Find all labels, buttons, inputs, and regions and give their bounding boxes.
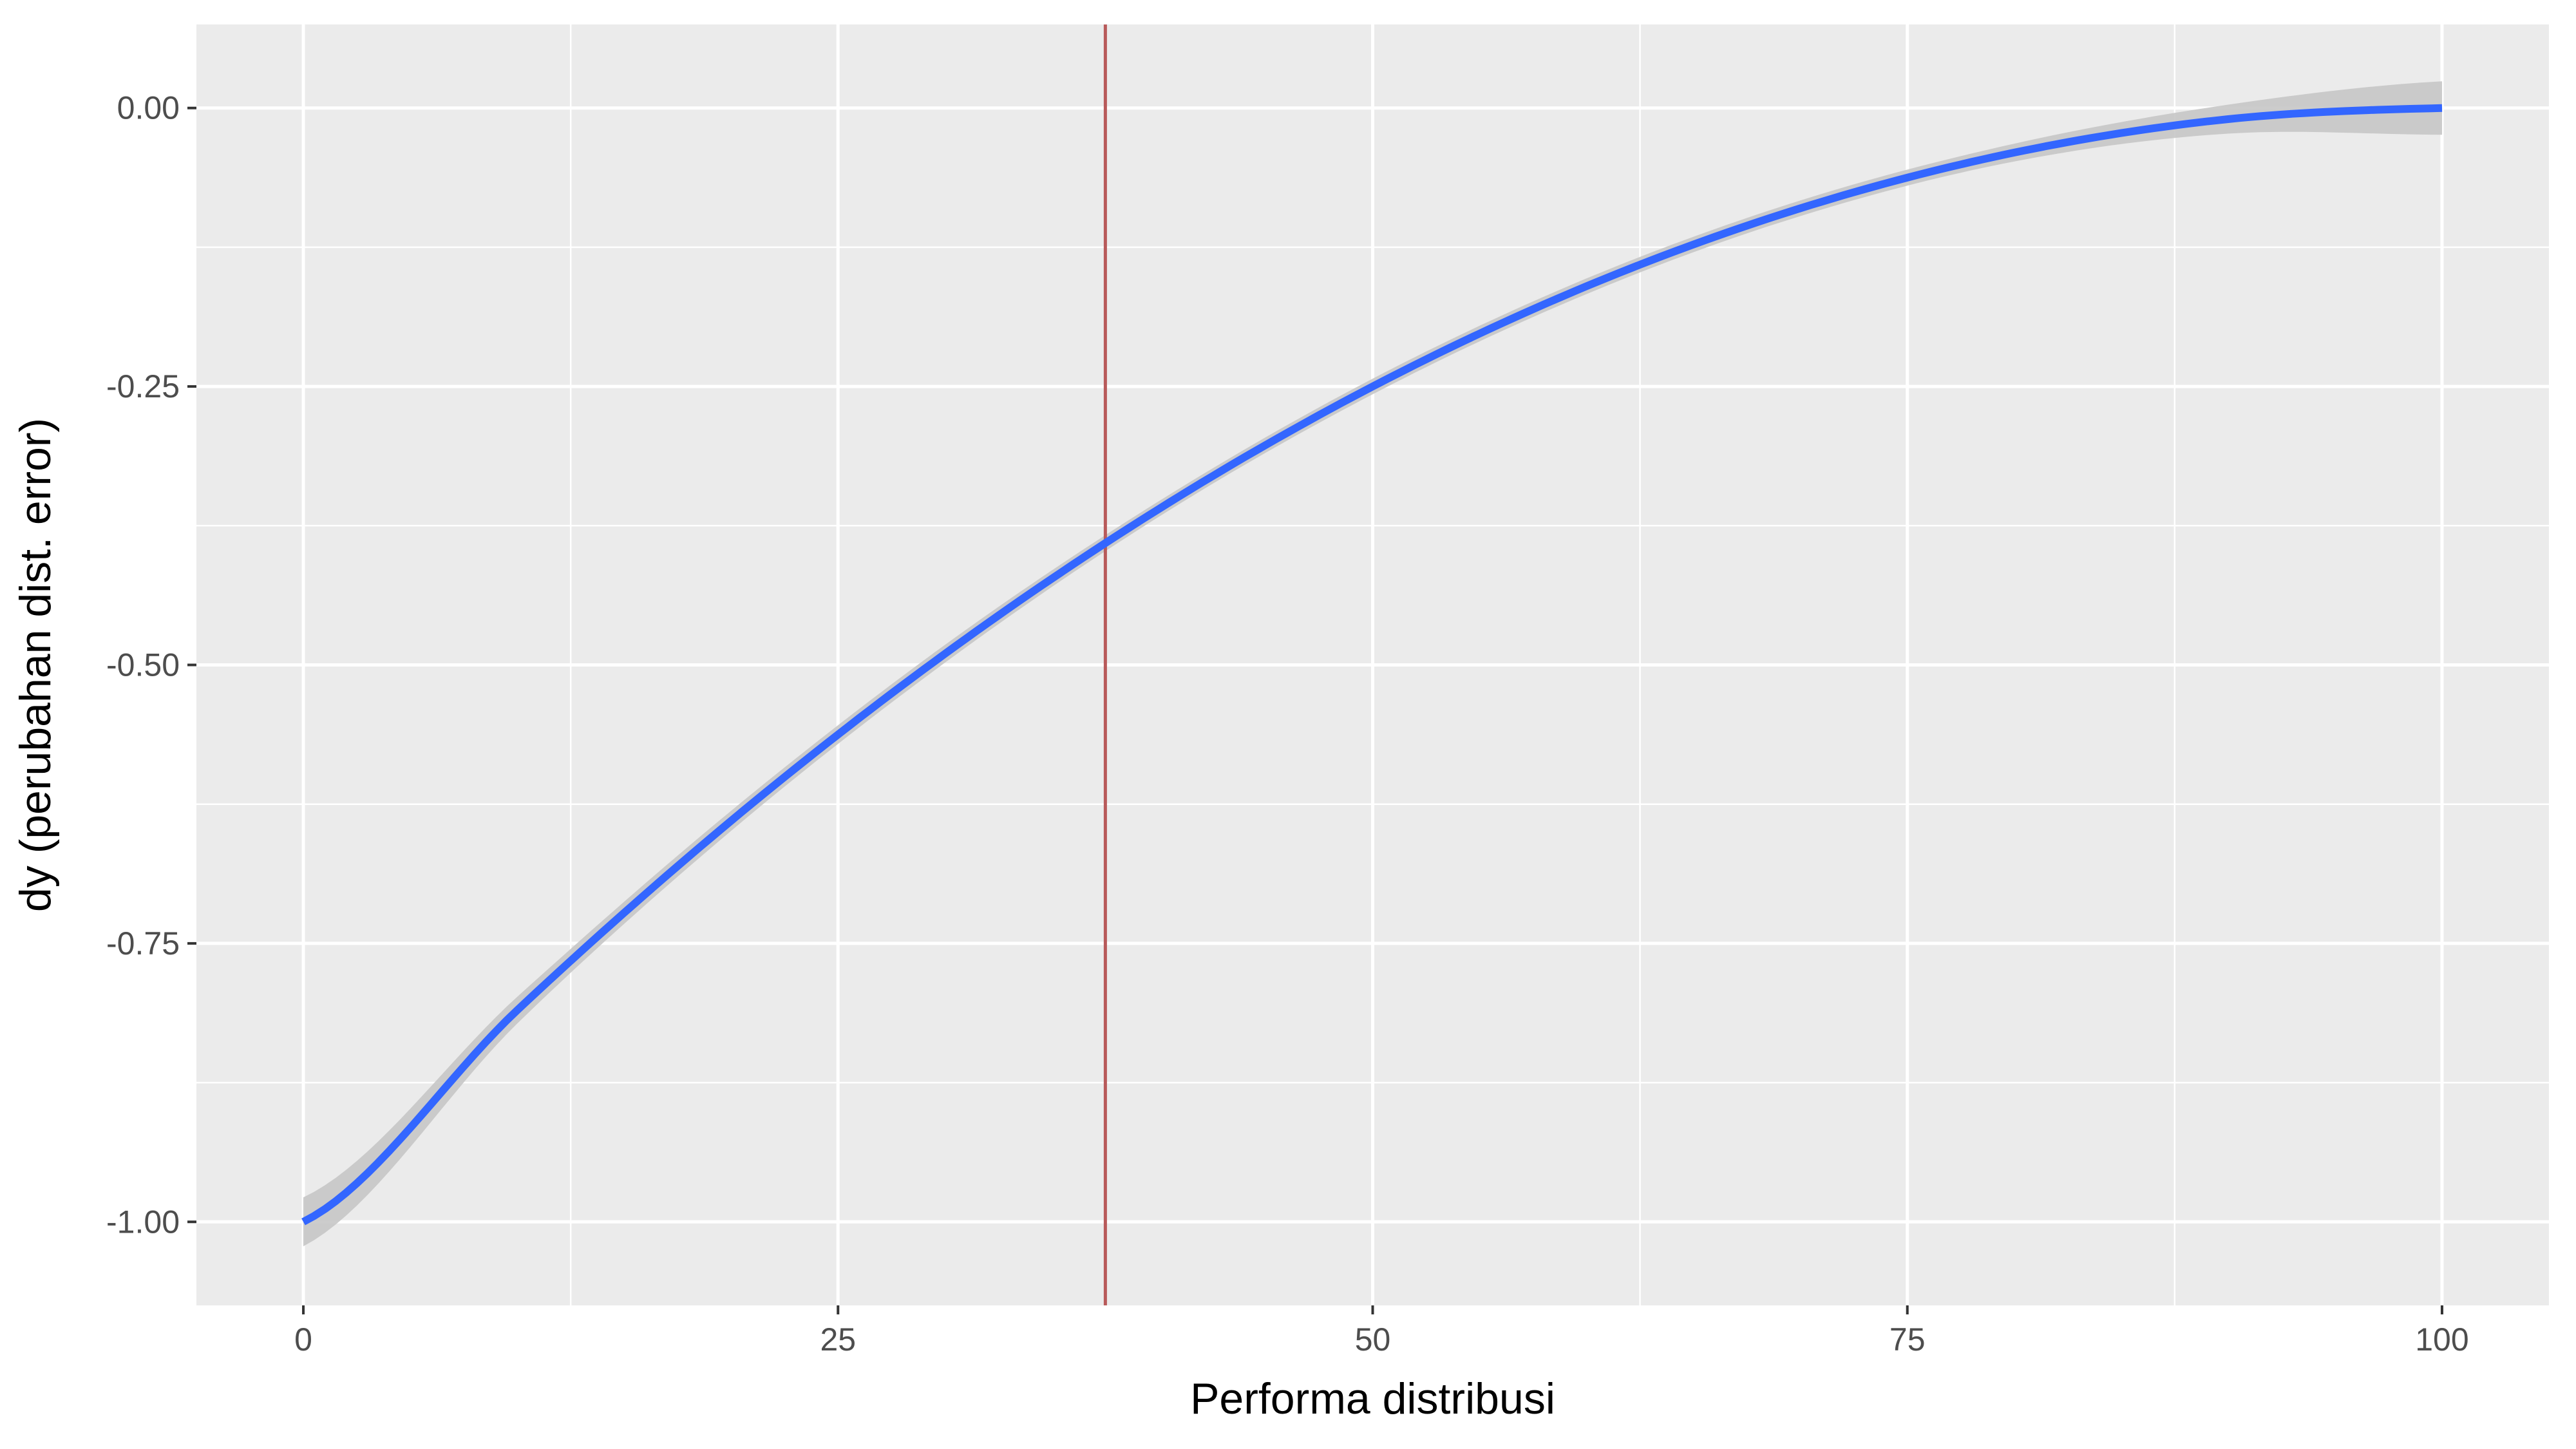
series-line <box>301 104 2443 1226</box>
x-axis-ticks: 0 25 50 75 100 <box>294 1305 2469 1358</box>
y-axis-ticks: 0.00 -0.25 -0.50 -0.75 -1.00 <box>106 90 196 1240</box>
y-axis-title: dy (perubahan dist. error) <box>11 418 60 912</box>
x-tick-label: 25 <box>820 1321 856 1358</box>
x-tick-label: 0 <box>294 1321 312 1358</box>
y-tick-label: -0.75 <box>106 925 180 961</box>
y-tick-label: -0.50 <box>106 647 180 683</box>
y-tick-label: -0.25 <box>106 368 180 404</box>
y-tick-label: 0.00 <box>117 90 180 126</box>
x-tick-label: 100 <box>2415 1321 2468 1358</box>
y-tick-label: -1.00 <box>106 1204 180 1240</box>
x-tick-label: 50 <box>1355 1321 1391 1358</box>
x-axis-title: Performa distribusi <box>1190 1374 1555 1423</box>
x-tick-label: 75 <box>1889 1321 1926 1358</box>
